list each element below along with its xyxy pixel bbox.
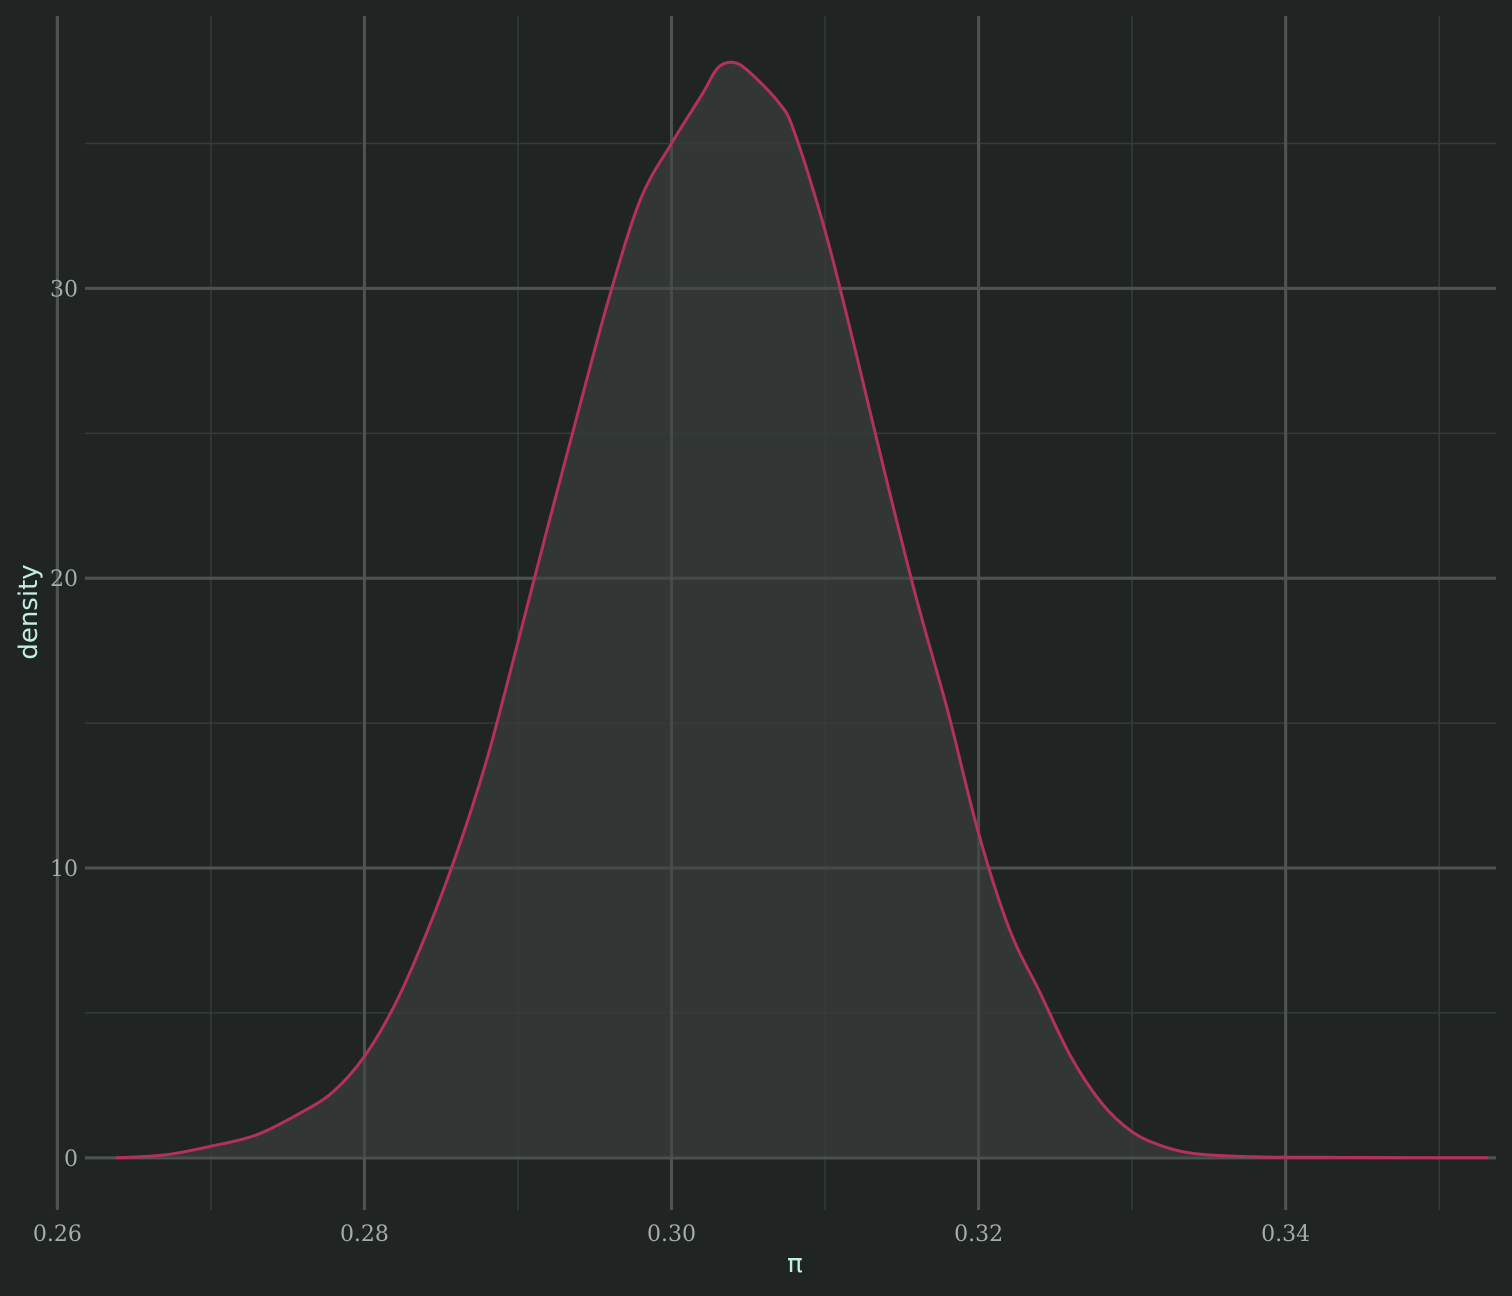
y-tick-label: 20	[50, 567, 78, 592]
density-line	[115, 60, 1489, 1160]
y-axis-title: density	[14, 564, 44, 659]
x-tick-label: 0.32	[954, 1222, 1003, 1247]
x-axis-ticks: 0.26 0.28 0.30 0.32 0.34	[33, 1222, 1310, 1247]
y-tick-label: 10	[50, 857, 78, 882]
density-area	[115, 62, 1489, 1158]
x-tick-label: 0.26	[33, 1222, 82, 1247]
y-tick-label: 0	[64, 1147, 78, 1172]
x-axis-title: π	[787, 1249, 803, 1279]
y-axis-ticks: 0 10 20 30	[50, 277, 78, 1171]
x-tick-label: 0.28	[340, 1222, 389, 1247]
x-tick-label: 0.34	[1261, 1222, 1310, 1247]
y-tick-label: 30	[50, 277, 78, 302]
x-tick-label: 0.30	[647, 1222, 696, 1247]
gridline-overlay	[55, 16, 1496, 1210]
